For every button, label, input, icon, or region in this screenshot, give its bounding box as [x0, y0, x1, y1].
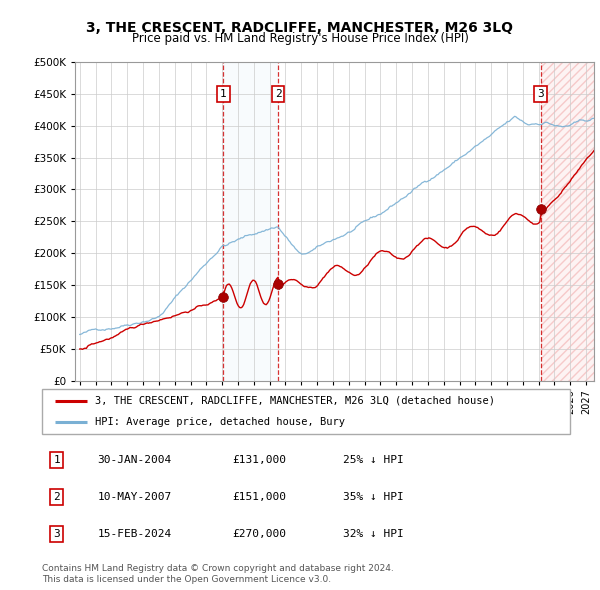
Text: 1: 1	[53, 455, 60, 466]
Text: 3, THE CRESCENT, RADCLIFFE, MANCHESTER, M26 3LQ (detached house): 3, THE CRESCENT, RADCLIFFE, MANCHESTER, …	[95, 396, 495, 406]
Text: Contains HM Land Registry data © Crown copyright and database right 2024.: Contains HM Land Registry data © Crown c…	[42, 564, 394, 573]
Text: HPI: Average price, detached house, Bury: HPI: Average price, detached house, Bury	[95, 417, 345, 427]
Text: 15-FEB-2024: 15-FEB-2024	[97, 529, 172, 539]
Bar	[541, 62, 594, 381]
Text: 1: 1	[220, 89, 227, 99]
Text: 3, THE CRESCENT, RADCLIFFE, MANCHESTER, M26 3LQ: 3, THE CRESCENT, RADCLIFFE, MANCHESTER, …	[86, 21, 514, 35]
Text: This data is licensed under the Open Government Licence v3.0.: This data is licensed under the Open Gov…	[42, 575, 331, 584]
Text: 3: 3	[53, 529, 60, 539]
Text: Price paid vs. HM Land Registry's House Price Index (HPI): Price paid vs. HM Land Registry's House …	[131, 32, 469, 45]
Text: 10-MAY-2007: 10-MAY-2007	[97, 493, 172, 502]
Text: £151,000: £151,000	[232, 493, 286, 502]
Bar	[541, 62, 594, 381]
Text: 2: 2	[275, 89, 282, 99]
Text: 30-JAN-2004: 30-JAN-2004	[97, 455, 172, 466]
Text: 25% ↓ HPI: 25% ↓ HPI	[343, 455, 404, 466]
Text: 3: 3	[537, 89, 544, 99]
Text: 32% ↓ HPI: 32% ↓ HPI	[343, 529, 404, 539]
Text: £131,000: £131,000	[232, 455, 286, 466]
Text: 2: 2	[53, 493, 60, 502]
Text: 35% ↓ HPI: 35% ↓ HPI	[343, 493, 404, 502]
Bar	[223, 62, 278, 381]
Text: £270,000: £270,000	[232, 529, 286, 539]
